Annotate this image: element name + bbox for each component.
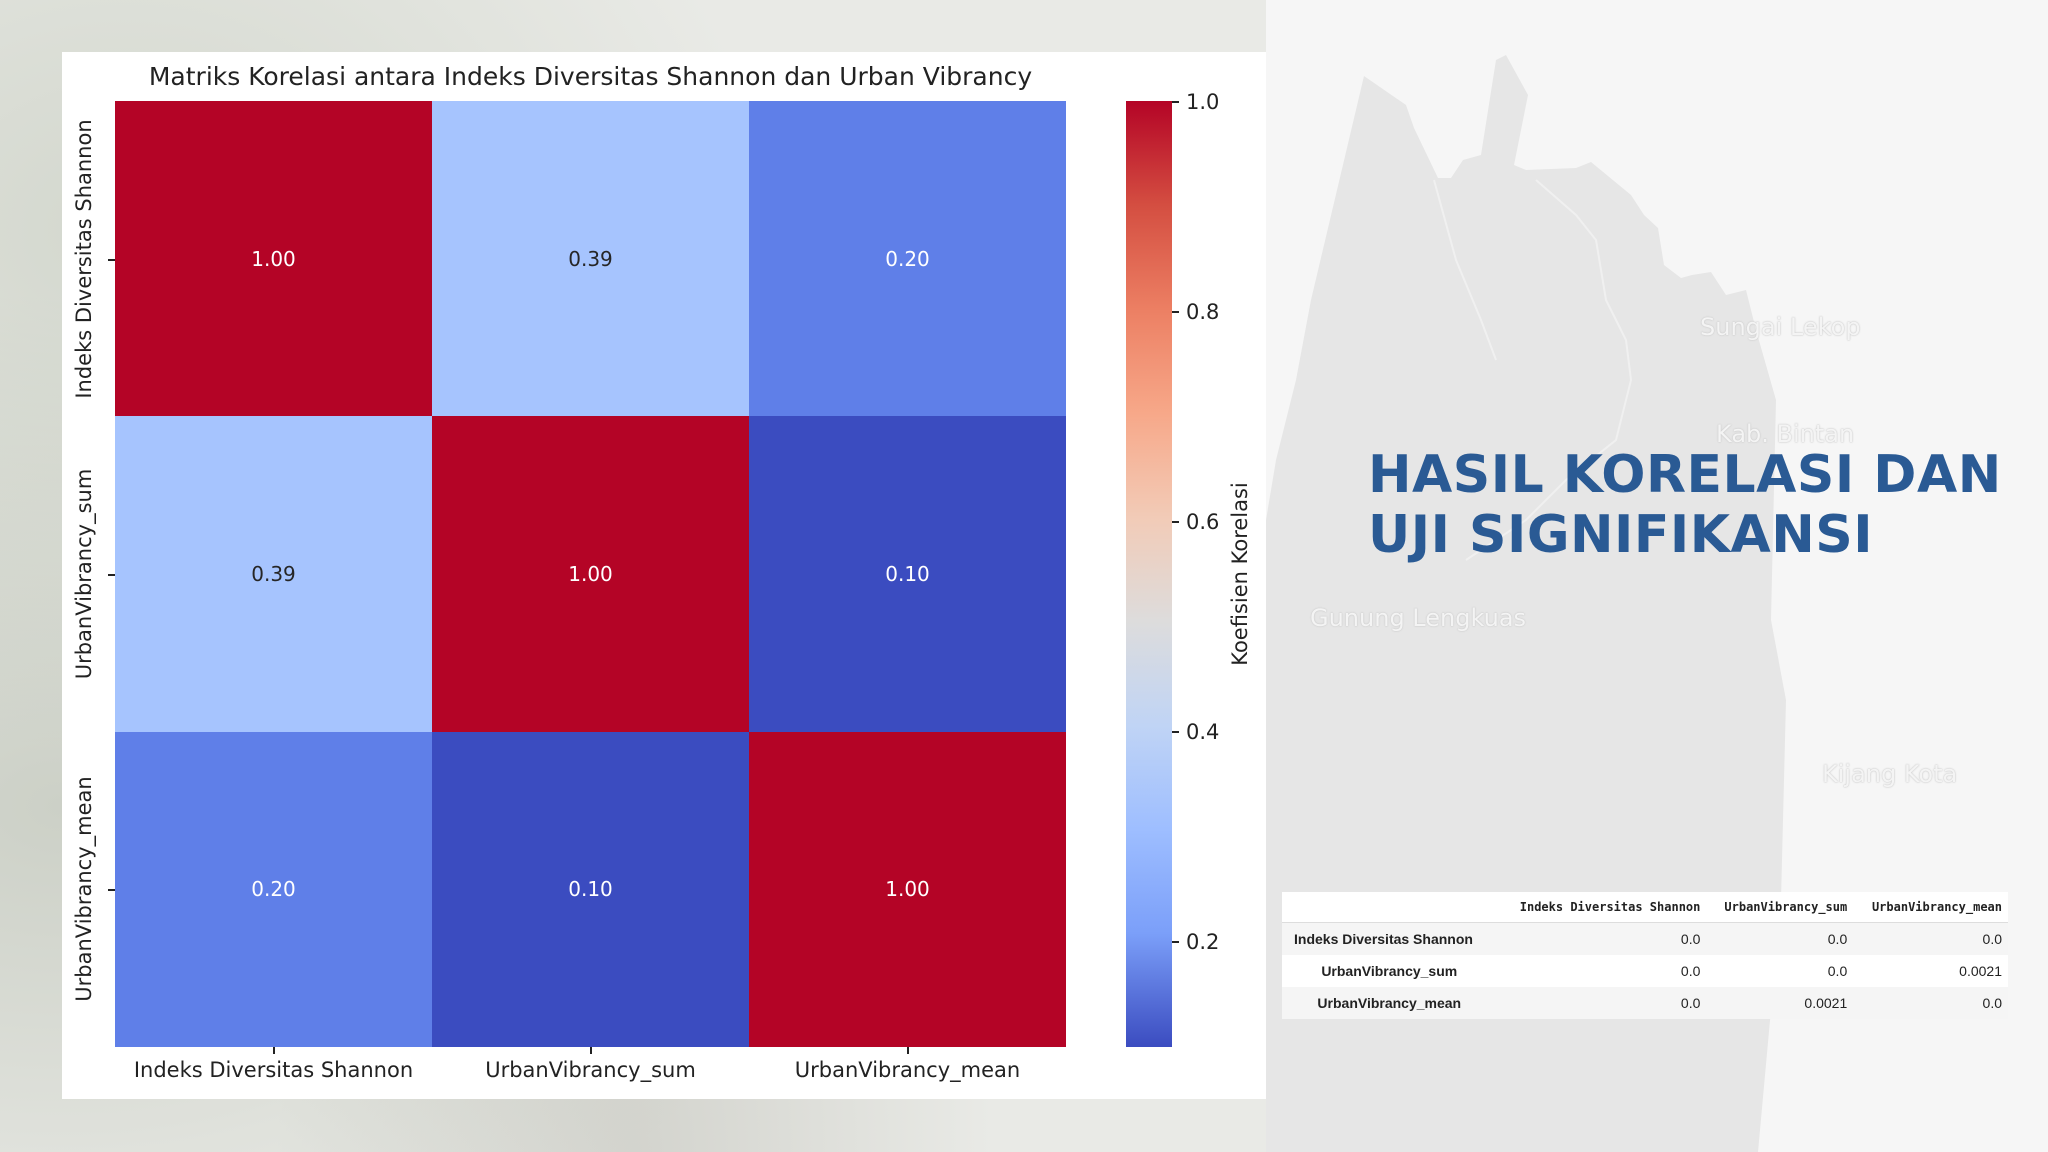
table-cell: 0.0 bbox=[1827, 931, 1848, 947]
table-header-cell: Indeks Diversitas Shannon bbox=[1496, 892, 1707, 923]
table-cell: 0.0 bbox=[1827, 963, 1848, 979]
colorbar-tick bbox=[1172, 941, 1179, 943]
table-row: UrbanVibrancy_mean 0.0 0.0021 0.0 bbox=[1282, 987, 2008, 1019]
heatmap-cell: 0.10 bbox=[432, 731, 749, 1047]
table-row: Indeks Diversitas Shannon 0.0 0.0 0.0 bbox=[1282, 922, 2008, 955]
colorbar-tick bbox=[1172, 731, 1179, 733]
x-tick-mark bbox=[590, 1047, 592, 1054]
colorbar-tick bbox=[1172, 101, 1179, 103]
chart-title: Matriks Korelasi antara Indeks Diversita… bbox=[148, 62, 1033, 91]
x-tick-mark bbox=[907, 1047, 909, 1054]
table-cell: 0.0021 bbox=[1959, 963, 2002, 979]
colorbar-tick-label: 0.6 bbox=[1186, 510, 1220, 534]
heatmap-cell: 0.20 bbox=[115, 731, 432, 1047]
heatmap-cell: 1.00 bbox=[749, 731, 1066, 1047]
y-tick-mark bbox=[108, 889, 115, 891]
table-cell: 0.0 bbox=[1680, 995, 1701, 1011]
colorbar-tick bbox=[1172, 311, 1179, 313]
colorbar bbox=[1126, 101, 1172, 1047]
x-axis-label: UrbanVibrancy_mean bbox=[794, 1058, 1021, 1082]
colorbar-tick-label: 1.0 bbox=[1186, 90, 1220, 114]
row-label: UrbanVibrancy_mean bbox=[1317, 995, 1462, 1011]
heatmap-cell: 0.39 bbox=[432, 101, 749, 417]
row-label: UrbanVibrancy_sum bbox=[1321, 963, 1458, 979]
heatmap-cell: 0.10 bbox=[749, 416, 1066, 732]
p-value-table: Indeks Diversitas Shannon UrbanVibrancy_… bbox=[1282, 892, 2008, 1019]
colorbar-tick-label: 0.8 bbox=[1186, 300, 1220, 324]
colorbar-tick bbox=[1172, 521, 1179, 523]
row-label: Indeks Diversitas Shannon bbox=[1294, 931, 1473, 947]
x-axis-label: Indeks Diversitas Shannon bbox=[133, 1058, 414, 1082]
slide-title: HASIL KORELASI DAN UJI SIGNIFIKANSI bbox=[1368, 445, 2008, 565]
slide-title-line2: UJI SIGNIFIKANSI bbox=[1368, 505, 1874, 565]
table-cell: 0.0 bbox=[1982, 931, 2002, 947]
table-cell: 0.0 bbox=[1680, 931, 1701, 947]
table-cell: 0.0 bbox=[1982, 995, 2002, 1011]
map-label: Kab. Bintan bbox=[1716, 420, 1855, 448]
map-label: Kijang Kota bbox=[1822, 760, 1958, 788]
y-tick-mark bbox=[108, 574, 115, 576]
heatmap-cell: 0.39 bbox=[115, 416, 432, 732]
table-header-cell: UrbanVibrancy_mean bbox=[1853, 892, 2008, 923]
colorbar-tick-label: 0.4 bbox=[1186, 720, 1220, 744]
table-row: UrbanVibrancy_sum 0.0 0.0 0.0021 bbox=[1282, 955, 2008, 987]
heatmap-cell: 1.00 bbox=[115, 101, 432, 417]
slide-title-line1: HASIL KORELASI DAN bbox=[1368, 445, 2002, 505]
map-label: Sungai Lekop bbox=[1700, 313, 1861, 341]
x-axis-label: UrbanVibrancy_sum bbox=[485, 1058, 696, 1082]
colorbar-tick-label: 0.2 bbox=[1186, 930, 1220, 954]
heatmap-cell: 1.00 bbox=[432, 416, 749, 732]
table-cell: 0.0021 bbox=[1804, 995, 1848, 1011]
table-header-row: Indeks Diversitas Shannon UrbanVibrancy_… bbox=[1282, 892, 2008, 923]
table-cell: 0.0 bbox=[1680, 963, 1701, 979]
correlation-heatmap: 1.00 0.39 0.20 0.39 1.00 0.10 0.20 0.10 1.00 bbox=[115, 101, 1066, 1047]
heatmap-cell: 0.20 bbox=[749, 101, 1066, 417]
table-header-cell bbox=[1282, 892, 1497, 923]
y-tick-mark bbox=[108, 259, 115, 261]
x-tick-mark bbox=[273, 1047, 275, 1054]
island-map-silhouette bbox=[1266, 55, 1786, 1152]
map-label: Gunung Lengkuas bbox=[1310, 604, 1527, 632]
table-header-cell: UrbanVibrancy_sum bbox=[1706, 892, 1854, 923]
